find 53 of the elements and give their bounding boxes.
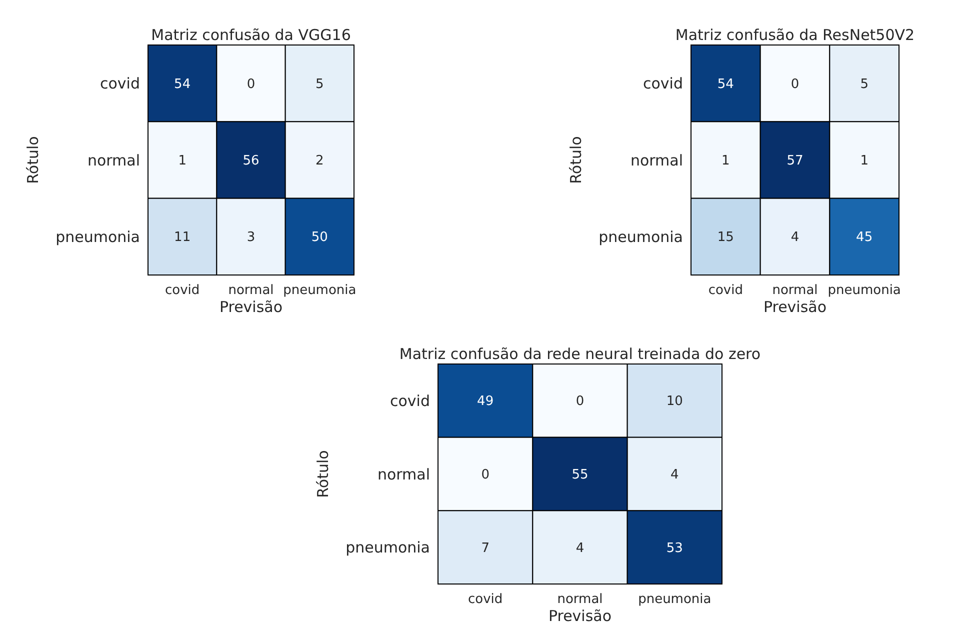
data-label: 15 [717, 230, 734, 246]
y-tick-label: covid [643, 74, 683, 93]
data-label: 0 [576, 394, 584, 410]
x-tick-label: covid [468, 592, 503, 607]
y-tick-label: pneumonia [598, 228, 683, 246]
data-label: 10 [666, 394, 683, 410]
y-tick-label: covid [390, 392, 430, 410]
data-label: 54 [174, 76, 191, 92]
x-tick-label: covid [708, 283, 744, 298]
x-tick-label: covid [164, 283, 200, 298]
data-label: 2 [316, 154, 324, 169]
data-label: 3 [246, 230, 256, 246]
y-tick-label: pneumonia [56, 228, 140, 246]
y-tick-label: covid [100, 74, 140, 93]
data-label: 57 [786, 154, 804, 169]
y-axis-title: Rótulo [314, 450, 332, 498]
y-tick-label: normal [630, 151, 683, 170]
data-label: 55 [572, 468, 588, 483]
data-label: 56 [242, 154, 260, 169]
chart-title: Matriz confusão da rede neural treinada do zero [399, 345, 761, 363]
data-label: 1 [722, 154, 730, 169]
data-label: 1 [860, 154, 868, 169]
x-axis-title: Previsão [763, 298, 827, 316]
data-label: 4 [790, 230, 800, 246]
data-label: 4 [670, 468, 679, 483]
data-label: 4 [576, 540, 584, 556]
x-tick-label: pneumonia [283, 283, 356, 298]
x-tick-label: normal [772, 283, 818, 298]
x-axis-title: Previsão [219, 298, 283, 316]
y-tick-label: normal [87, 151, 140, 170]
y-tick-label: pneumonia [346, 538, 430, 557]
chart-title: Matriz confusão da ResNet50V2 [675, 26, 915, 44]
x-tick-label: normal [557, 592, 603, 607]
data-label: 5 [860, 76, 868, 92]
data-label: 7 [481, 540, 490, 556]
x-tick-label: normal [228, 283, 274, 298]
chart-title: Matriz confusão da VGG16 [151, 26, 351, 44]
y-axis-title: Rótulo [24, 136, 42, 184]
data-label: 0 [790, 76, 800, 92]
data-label: 54 [717, 76, 734, 92]
data-label: 45 [856, 230, 873, 246]
data-label: 11 [174, 230, 191, 246]
data-label: 5 [316, 76, 324, 92]
x-axis-title: Previsão [548, 607, 612, 625]
data-label: 49 [477, 394, 494, 410]
data-label: 53 [666, 540, 683, 556]
data-label: 0 [481, 468, 490, 483]
y-axis-title: Rótulo [567, 136, 585, 184]
x-tick-label: pneumonia [828, 283, 901, 298]
data-label: 1 [178, 154, 186, 169]
y-tick-label: normal [377, 465, 430, 484]
data-label: 0 [246, 76, 256, 92]
data-label: 50 [311, 230, 328, 246]
